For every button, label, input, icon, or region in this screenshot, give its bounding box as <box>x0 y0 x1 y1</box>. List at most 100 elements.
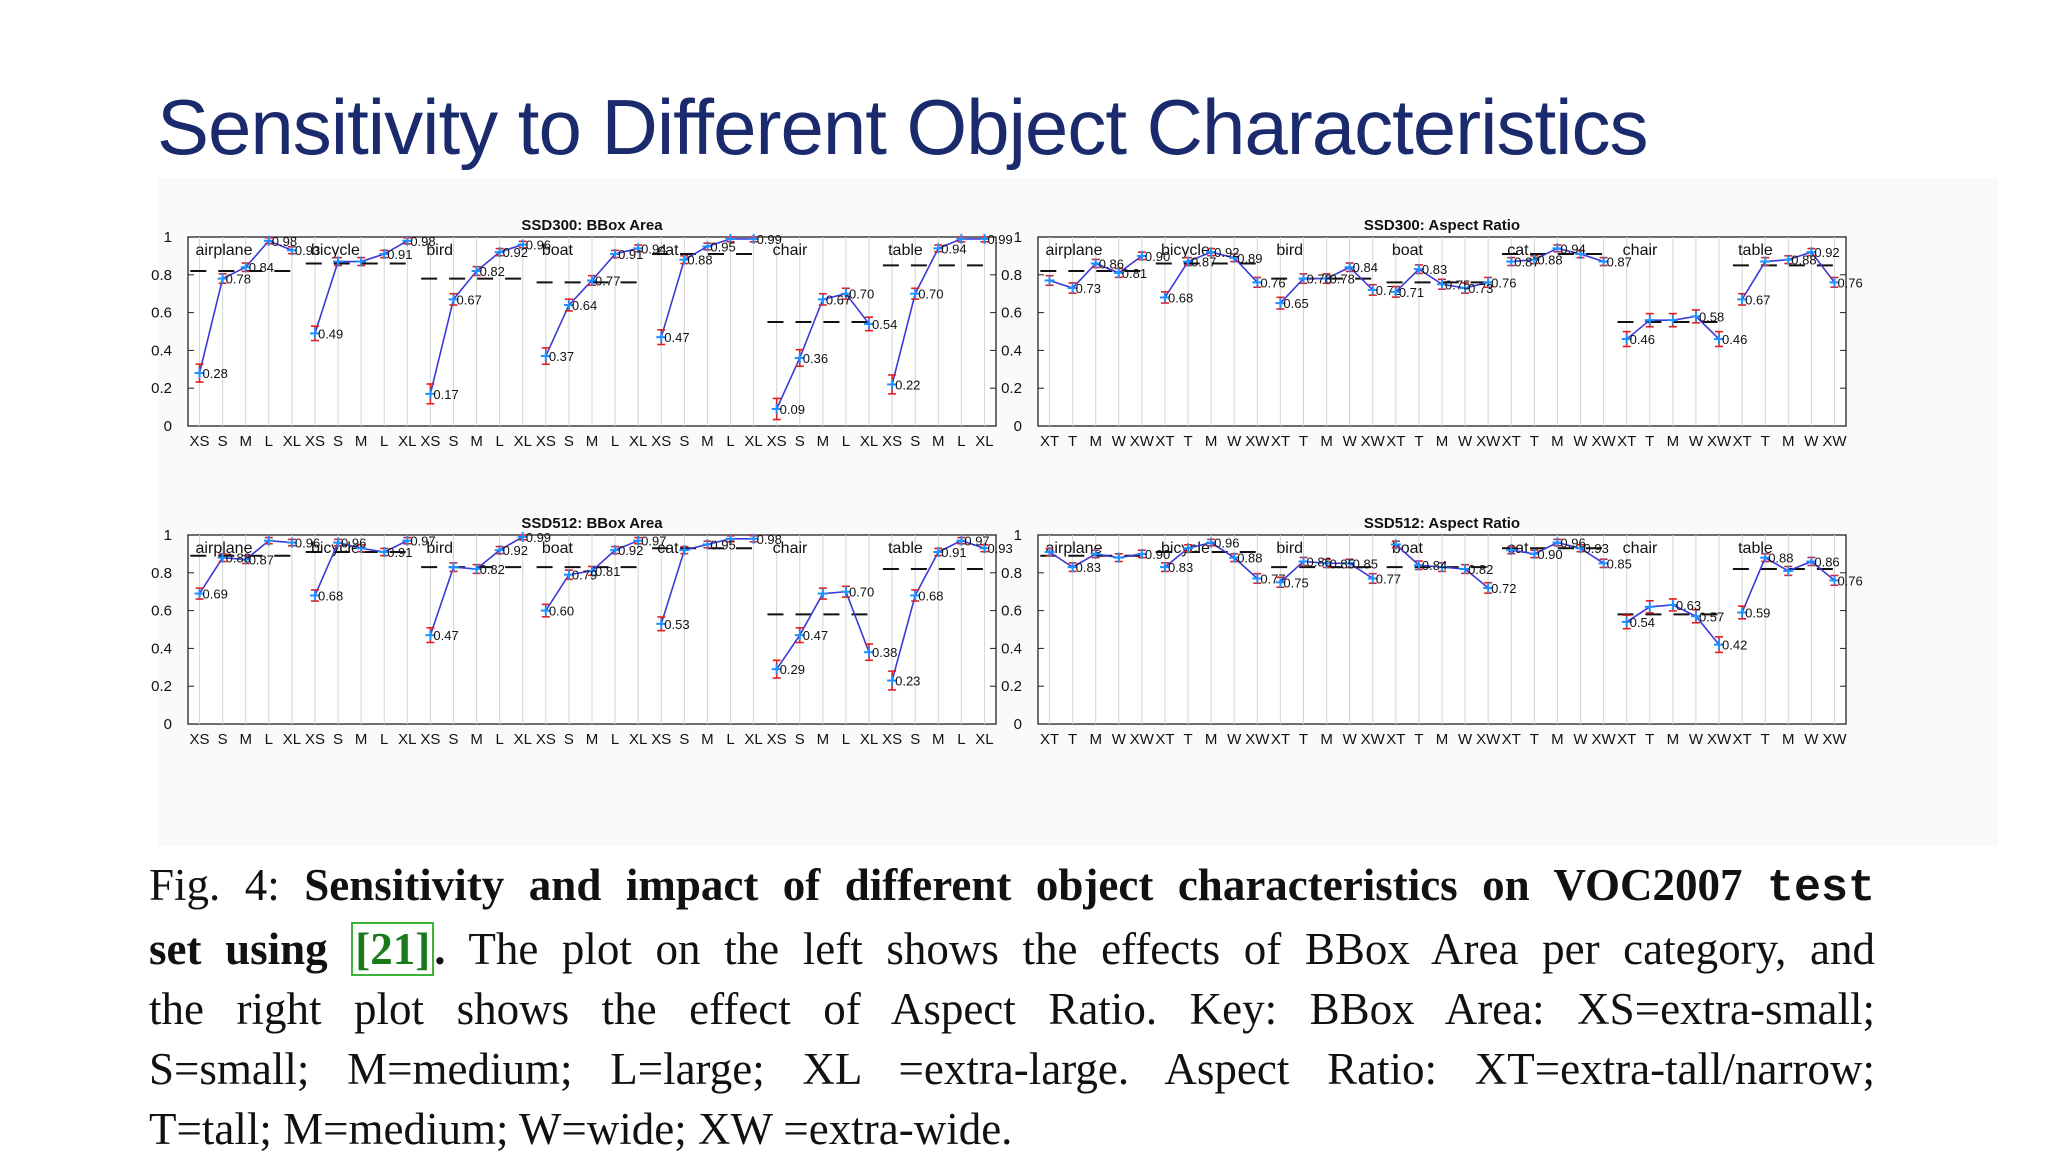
caption-bold-part2: set using <box>149 924 328 974</box>
caption-reference-link[interactable]: [21] <box>351 922 435 976</box>
data-label: 0.94 <box>941 241 966 256</box>
plot-ssd300-bbox-area: SSD300: BBox Area 0 0.2 0.4 0.6 0.8 1 XS S M L XL XS… <box>151 216 1013 516</box>
category-label-bicycle: bicycle <box>1161 242 1210 259</box>
x-tick-label: XW <box>1707 433 1732 450</box>
data-label: 0.54 <box>872 317 897 332</box>
chart-title: SSD512: BBox Area <box>521 515 663 532</box>
x-tick-label: XL <box>514 433 532 450</box>
data-label: 0.90 <box>1537 547 1562 562</box>
caption-line-1: Fig. 4: Sensitivity and impact of differ… <box>149 855 1875 919</box>
x-tick-label: XS <box>767 433 787 450</box>
y-tick-label: 0 <box>1014 418 1022 435</box>
category-label-bird: bird <box>426 540 453 557</box>
x-tick-label: S <box>564 433 574 450</box>
data-label: 0.77 <box>595 273 620 288</box>
data-label: 0.47 <box>664 330 689 345</box>
data-label: 0.09 <box>780 402 805 417</box>
data-label: 0.46 <box>1630 332 1655 347</box>
data-label: 0.76 <box>1837 275 1862 290</box>
caption-line-4: S=small; M=medium; L=large; XL =extra-la… <box>149 1044 1875 1094</box>
data-label: 0.99 <box>987 232 1012 247</box>
x-tick-label: W <box>1573 433 1588 450</box>
x-tick-label: XW <box>1476 731 1501 748</box>
data-label: 0.69 <box>203 587 228 602</box>
y-tick-label: 1 <box>164 527 172 544</box>
data-label: 0.38 <box>872 645 897 660</box>
data-label: 0.99 <box>757 232 782 247</box>
data-label: 0.68 <box>918 588 943 603</box>
data-label: 0.94 <box>1560 241 1585 256</box>
x-tick-label: M <box>1320 731 1333 748</box>
x-tick-label: M <box>239 731 252 748</box>
data-label: 0.88 <box>1537 253 1562 268</box>
x-tick-label: M <box>586 731 599 748</box>
x-tick-label: XW <box>1822 433 1847 450</box>
y-tick-label: 0.8 <box>1001 267 1022 284</box>
data-label: 0.73 <box>1468 281 1493 296</box>
data-label: 0.67 <box>826 292 851 307</box>
category-label-bicycle: bicycle <box>311 242 360 259</box>
x-tick-label: W <box>1458 731 1473 748</box>
data-label: 0.63 <box>1676 598 1701 613</box>
x-tick-label: M <box>932 433 945 450</box>
data-label: 0.98 <box>410 234 435 249</box>
data-label: 0.95 <box>710 537 735 552</box>
x-tick-label: M <box>1320 433 1333 450</box>
x-tick-label: T <box>1299 433 1308 450</box>
x-tick-label: L <box>726 731 734 748</box>
category-label-bird: bird <box>426 242 453 259</box>
x-tick-label: T <box>1414 433 1423 450</box>
x-tick-label: XS <box>190 731 210 748</box>
x-tick-label: S <box>218 731 228 748</box>
x-tick-label: S <box>679 731 689 748</box>
x-tick-label: XS <box>767 731 787 748</box>
chart-title: SSD300: Aspect Ratio <box>1364 217 1520 234</box>
x-tick-label: XW <box>1245 433 1270 450</box>
data-label: 0.29 <box>780 662 805 677</box>
figure-area: SSD300: BBox Area 0 0.2 0.4 0.6 0.8 1 XS S M L XL XS… <box>151 178 1998 846</box>
data-label: 0.85 <box>1353 556 1378 571</box>
x-tick-label: XL <box>398 433 416 450</box>
y-tick-label: 0.4 <box>151 640 172 657</box>
category-label-bird: bird <box>1276 242 1303 259</box>
y-tick-label: 0.4 <box>151 342 172 359</box>
data-label: 0.46 <box>1722 332 1747 347</box>
data-label: 0.28 <box>203 366 228 381</box>
x-tick-label: L <box>842 731 850 748</box>
x-tick-label: XT <box>1502 731 1521 748</box>
data-label: 0.64 <box>572 298 597 313</box>
y-tick-label: 0.2 <box>1001 380 1022 397</box>
x-tick-label: W <box>1689 433 1704 450</box>
y-tick-label: 0 <box>164 418 172 435</box>
data-label: 0.88 <box>226 551 251 566</box>
x-tick-label: T <box>1761 731 1770 748</box>
data-label: 0.22 <box>895 377 920 392</box>
data-label: 0.82 <box>480 264 505 279</box>
y-tick-label: 0.6 <box>1001 305 1022 322</box>
x-tick-label: W <box>1112 731 1127 748</box>
data-label: 0.60 <box>549 604 574 619</box>
category-label-airplane: airplane <box>196 540 253 557</box>
data-label: 0.96 <box>1214 536 1239 551</box>
data-label: 0.81 <box>1122 266 1147 281</box>
x-tick-label: XS <box>651 433 671 450</box>
data-label: 0.87 <box>1514 255 1539 270</box>
category-label-table: table <box>888 540 923 557</box>
x-tick-label: M <box>1205 433 1218 450</box>
data-label: 0.73 <box>1076 281 1101 296</box>
plot-ssd512-aspect-ratio: SSD512: Aspect Ratio 0 0.2 0.4 0.6 0.8 1 XT T M W X… <box>1001 514 1863 814</box>
y-tick-label: 0 <box>164 716 172 733</box>
x-tick-label: XS <box>536 731 556 748</box>
x-tick-label: XT <box>1040 433 1059 450</box>
data-label: 0.93 <box>1584 541 1609 556</box>
data-label: 0.86 <box>1814 554 1839 569</box>
x-tick-label: XW <box>1476 433 1501 450</box>
y-tick-label: 1 <box>1014 527 1022 544</box>
category-label-airplane: airplane <box>1046 242 1103 259</box>
x-tick-label: T <box>1761 433 1770 450</box>
y-tick-label: 0.8 <box>151 565 172 582</box>
x-tick-label: XS <box>190 433 210 450</box>
y-tick-label: 0.2 <box>151 380 172 397</box>
